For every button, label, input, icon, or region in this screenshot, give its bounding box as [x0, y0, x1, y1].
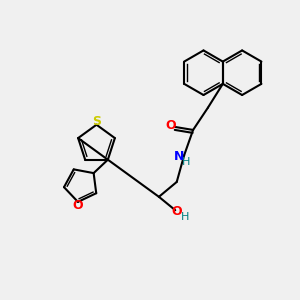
Text: O: O — [171, 205, 182, 218]
Text: H: H — [181, 212, 189, 222]
Text: H: H — [182, 157, 191, 167]
Text: N: N — [174, 150, 184, 163]
Text: S: S — [92, 115, 101, 128]
Text: O: O — [166, 119, 176, 132]
Text: O: O — [73, 199, 83, 212]
